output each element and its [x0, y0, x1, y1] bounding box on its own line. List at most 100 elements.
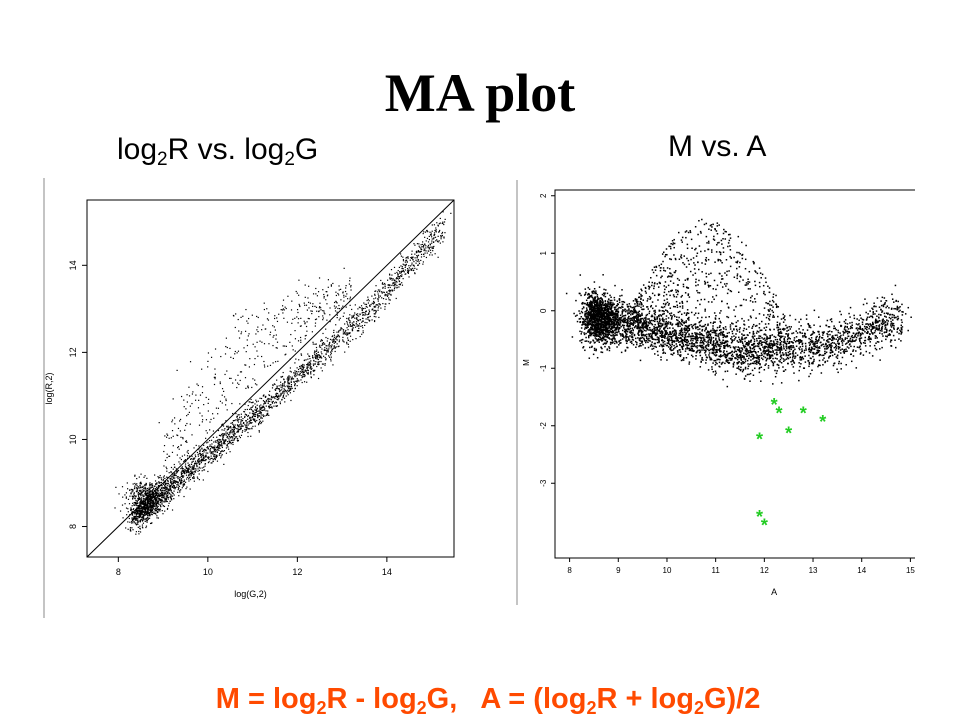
scatter-point — [394, 280, 396, 282]
scatter-point — [771, 346, 773, 349]
scatter-point — [260, 407, 262, 409]
scatter-point — [361, 321, 363, 323]
scatter-point — [151, 486, 154, 488]
scatter-point — [813, 348, 816, 350]
scatter-point — [389, 274, 391, 276]
scatter-point — [401, 266, 404, 268]
scatter-point — [200, 458, 203, 460]
scatter-point — [216, 440, 218, 442]
scatter-point — [585, 310, 588, 312]
scatter-point — [770, 344, 772, 346]
scatter-point — [255, 409, 257, 412]
scatter-point — [213, 448, 215, 450]
scatter-point — [227, 432, 229, 434]
scatter-point — [350, 284, 352, 287]
scatter-point — [702, 342, 704, 344]
scatter-point — [150, 487, 152, 489]
scatter-point — [187, 471, 189, 473]
scatter-point — [217, 442, 219, 444]
scatter-point — [690, 354, 693, 357]
scatter-point — [662, 341, 664, 344]
scatter-point — [131, 518, 133, 521]
scatter-point — [709, 358, 712, 361]
scatter-point — [313, 360, 315, 362]
scatter-point — [239, 416, 241, 418]
scatter-point — [717, 333, 720, 335]
scatter-point — [735, 328, 738, 331]
scatter-point — [318, 363, 320, 365]
scatter-point — [716, 362, 718, 365]
scatter-point — [433, 224, 435, 226]
scatter-point — [177, 478, 179, 480]
scatter-point — [202, 419, 204, 421]
scatter-point — [237, 428, 239, 430]
scatter-point — [668, 343, 671, 345]
scatter-point — [154, 498, 156, 500]
scatter-point — [587, 294, 589, 296]
scatter-point — [188, 386, 190, 388]
scatter-point — [336, 314, 338, 316]
scatter-point — [166, 470, 168, 472]
scatter-point — [137, 521, 140, 523]
scatter-point — [881, 296, 884, 299]
scatter-point — [377, 298, 379, 301]
scatter-point — [159, 510, 161, 512]
scatter-point — [356, 317, 358, 319]
scatter-point — [860, 342, 862, 345]
scatter-point — [390, 294, 392, 296]
scatter-point — [633, 333, 636, 336]
scatter-point — [377, 293, 379, 295]
scatter-point — [381, 282, 384, 284]
scatter-point — [155, 486, 158, 488]
scatter-point — [272, 396, 274, 398]
scatter-point — [809, 326, 812, 329]
scatter-point — [404, 261, 406, 263]
scatter-point — [184, 465, 187, 467]
scatter-point — [263, 406, 265, 409]
scatter-point — [134, 504, 136, 506]
scatter-point — [755, 356, 757, 359]
scatter-point — [373, 320, 376, 323]
scatter-point — [207, 470, 209, 473]
scatter-point — [183, 479, 185, 481]
scatter-point — [373, 313, 375, 315]
scatter-point — [144, 505, 146, 507]
scatter-point — [220, 451, 222, 453]
scatter-point — [324, 347, 326, 349]
scatter-point — [347, 329, 349, 331]
scatter-point — [290, 371, 292, 373]
scatter-point — [297, 374, 299, 376]
scatter-point — [162, 494, 164, 496]
scatter-point — [122, 496, 124, 498]
scatter-point — [199, 450, 201, 452]
scatter-point — [258, 431, 260, 433]
scatter-point — [683, 321, 686, 323]
scatter-point — [342, 315, 344, 317]
scatter-point — [186, 451, 188, 453]
scatter-point — [276, 341, 279, 343]
scatter-point — [136, 485, 138, 487]
scatter-point — [185, 481, 187, 483]
scatter-point — [356, 330, 359, 332]
scatter-point — [832, 364, 835, 367]
scatter-point — [722, 333, 724, 335]
scatter-point — [178, 480, 181, 482]
scatter-point — [590, 295, 592, 298]
scatter-point — [293, 372, 295, 374]
scatter-point — [313, 352, 316, 354]
scatter-point — [230, 427, 232, 429]
scatter-point — [828, 355, 831, 358]
scatter-point — [778, 367, 780, 369]
scatter-point — [384, 293, 386, 295]
scatter-point — [722, 327, 725, 329]
scatter-point — [787, 333, 790, 335]
x-tick-label: 14 — [857, 566, 866, 575]
scatter-point — [154, 503, 157, 505]
scatter-point — [423, 248, 425, 250]
scatter-point — [230, 430, 232, 432]
scatter-point — [710, 336, 713, 338]
scatter-point — [125, 507, 128, 509]
scatter-point — [172, 483, 174, 485]
scatter-point — [345, 306, 347, 308]
scatter-point — [154, 495, 156, 498]
